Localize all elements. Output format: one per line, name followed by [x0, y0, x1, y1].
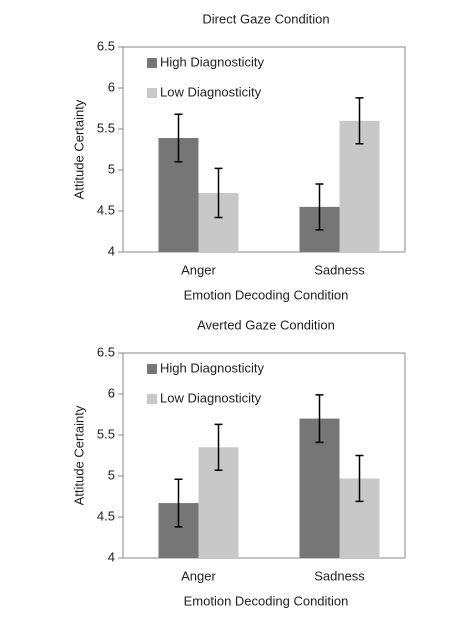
error-bar	[174, 113, 183, 163]
x-axis-label: Emotion Decoding Condition	[184, 593, 349, 608]
legend-swatch	[147, 364, 157, 374]
y-tick-label: 5.5	[97, 426, 115, 441]
chart-title: Averted Gaze Condition	[197, 317, 335, 332]
error-bar	[174, 478, 183, 528]
legend-swatch	[147, 394, 157, 404]
y-tick-label: 5	[108, 161, 115, 176]
y-axis-label: Attitude Certainty	[71, 405, 86, 505]
x-tick-label: Sadness	[314, 568, 365, 583]
y-tick-label: 6.5	[97, 38, 115, 53]
y-tick-label: 6	[108, 79, 115, 94]
error-bar	[355, 454, 364, 503]
error-bar	[214, 423, 223, 472]
y-tick-label: 5.5	[97, 120, 115, 135]
x-tick-label: Anger	[181, 568, 216, 583]
error-bar	[214, 167, 223, 219]
plot-frame	[122, 46, 406, 253]
legend-label: High Diagnosticity	[160, 360, 265, 375]
y-tick-label: 4	[108, 549, 115, 564]
plot-frame	[122, 352, 406, 559]
error-bar	[355, 97, 364, 145]
legend-swatch	[147, 88, 157, 98]
legend-label: High Diagnosticity	[160, 54, 265, 69]
y-tick-label: 6.5	[97, 344, 115, 359]
legend-label: Low Diagnosticity	[160, 390, 262, 405]
error-bar	[315, 394, 324, 444]
y-tick-label: 4	[108, 243, 115, 258]
legend-swatch	[147, 58, 157, 68]
x-axis-label: Emotion Decoding Condition	[184, 287, 349, 302]
legend-label: Low Diagnosticity	[160, 84, 262, 99]
x-tick-label: Anger	[181, 262, 216, 277]
y-axis-label: Attitude Certainty	[71, 99, 86, 199]
chart-title: Direct Gaze Condition	[202, 11, 329, 26]
error-bar	[315, 183, 324, 231]
y-tick-label: 6	[108, 385, 115, 400]
y-tick-label: 4.5	[97, 508, 115, 523]
y-tick-label: 5	[108, 467, 115, 482]
y-tick-label: 4.5	[97, 202, 115, 217]
x-tick-label: Sadness	[314, 262, 365, 277]
